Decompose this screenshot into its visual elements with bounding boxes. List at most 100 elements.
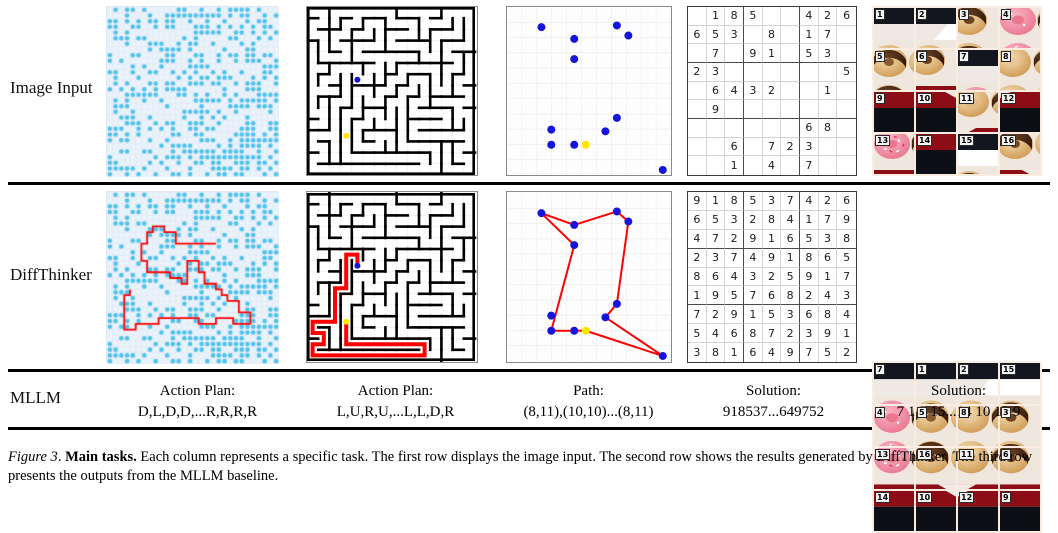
jigsaw-tile-number: 1 — [917, 364, 927, 375]
sudoku-cell — [781, 63, 800, 82]
sudoku-cell: 5 — [744, 7, 763, 26]
sudoku-cell: 6 — [837, 7, 856, 26]
jigsaw-tile-number: 11 — [959, 449, 974, 460]
sudoku-cell: 8 — [725, 192, 744, 211]
sudoku-cell: 5 — [707, 211, 726, 230]
sudoku-cell: 4 — [763, 156, 782, 175]
jigsaw-tile[interactable]: 2 — [916, 8, 956, 48]
sudoku-cell: 7 — [725, 249, 744, 268]
sudoku-cell — [781, 100, 800, 119]
mllm-title-3: Path: — [496, 381, 681, 402]
jigsaw-tile[interactable]: 9 — [874, 92, 914, 132]
row-label-mllm: MLLM — [10, 388, 61, 408]
pixel-grid-input-panel — [106, 6, 278, 176]
jigsaw-tile[interactable]: 11 — [958, 92, 998, 132]
sudoku-cell — [837, 156, 856, 175]
mllm-title-4: Solution: — [686, 381, 861, 402]
sudoku-cell — [781, 44, 800, 63]
sudoku-cell — [837, 26, 856, 45]
sudoku-cell: 5 — [800, 230, 819, 249]
sudoku-cell: 4 — [781, 211, 800, 230]
sudoku-cell: 6 — [707, 82, 726, 101]
mllm-title-1: Action Plan: — [110, 381, 285, 402]
sudoku-cell: 7 — [800, 156, 819, 175]
sudoku-cell: 3 — [688, 343, 707, 362]
sudoku-cell: 8 — [819, 305, 838, 324]
sudoku-cell: 7 — [800, 343, 819, 362]
jigsaw-tile-number: 16 — [1001, 135, 1016, 146]
mllm-value-3: (8,11),(10,10)...(8,11) — [496, 402, 681, 423]
sudoku-cell — [744, 26, 763, 45]
jigsaw-tile-number: 12 — [959, 492, 974, 503]
sudoku-cell: 3 — [800, 138, 819, 157]
sudoku-cell — [744, 100, 763, 119]
sudoku-cell — [763, 119, 782, 138]
jigsaw-tile[interactable]: 4 — [1000, 8, 1040, 48]
jigsaw-tile[interactable]: 7 — [958, 50, 998, 90]
sudoku-cell: 2 — [744, 211, 763, 230]
jigsaw-tile[interactable]: 12 — [958, 491, 998, 532]
sudoku-cell: 4 — [837, 305, 856, 324]
sudoku-cell: 7 — [744, 286, 763, 305]
jigsaw-tile[interactable]: 12 — [1000, 92, 1040, 132]
sudoku-cell: 2 — [763, 268, 782, 287]
sudoku-cell: 5 — [800, 44, 819, 63]
sudoku-cell: 7 — [707, 230, 726, 249]
jigsaw-tile[interactable]: 14 — [916, 134, 956, 174]
sudoku-cell: 8 — [744, 324, 763, 343]
sudoku-cell: 2 — [781, 324, 800, 343]
jigsaw-tile[interactable]: 14 — [874, 491, 914, 532]
jigsaw-tile-number: 8 — [959, 407, 969, 418]
sudoku-cell: 3 — [744, 82, 763, 101]
jigsaw-tile[interactable]: 6 — [916, 50, 956, 90]
jigsaw-tile-number: 15 — [1001, 364, 1016, 375]
sudoku-cell: 9 — [819, 324, 838, 343]
sudoku-cell: 9 — [725, 305, 744, 324]
sudoku-cell: 3 — [837, 286, 856, 305]
jigsaw-tile[interactable]: 1 — [874, 8, 914, 48]
sudoku-cell: 8 — [707, 343, 726, 362]
tsp-input-svg — [507, 7, 671, 175]
jigsaw-tile-number: 13 — [875, 449, 890, 460]
sudoku-cell: 5 — [725, 286, 744, 305]
sudoku-cell: 6 — [725, 324, 744, 343]
sudoku-cell: 7 — [763, 324, 782, 343]
jigsaw-tile[interactable]: 8 — [1000, 50, 1040, 90]
sudoku-cell: 2 — [819, 192, 838, 211]
maze-solution-panel — [306, 191, 478, 363]
sudoku-cell: 1 — [725, 343, 744, 362]
sudoku-cell: 9 — [763, 249, 782, 268]
pixel-grid-solution-panel — [106, 191, 278, 363]
sudoku-cell: 1 — [707, 7, 726, 26]
sudoku-cell: 7 — [763, 138, 782, 157]
jigsaw-tile[interactable]: 13 — [874, 134, 914, 174]
jigsaw-tile[interactable]: 10 — [916, 92, 956, 132]
row-label-image-input: Image Input — [10, 78, 93, 98]
sudoku-cell: 5 — [837, 63, 856, 82]
sudoku-cell: 3 — [800, 324, 819, 343]
mllm-title-2: Action Plan: — [308, 381, 483, 402]
sudoku-cell — [819, 138, 838, 157]
tsp-solution-svg — [507, 192, 671, 362]
jigsaw-tile[interactable]: 5 — [874, 50, 914, 90]
jigsaw-tile[interactable]: 10 — [916, 491, 956, 532]
sudoku-cell — [688, 119, 707, 138]
jigsaw-tile[interactable]: 16 — [1000, 134, 1040, 174]
sudoku-cell: 2 — [707, 305, 726, 324]
maze-input-panel — [306, 6, 478, 176]
sudoku-cell: 8 — [763, 211, 782, 230]
jigsaw-tile[interactable]: 3 — [958, 8, 998, 48]
sudoku-cell: 5 — [781, 268, 800, 287]
sudoku-cell: 3 — [819, 230, 838, 249]
jigsaw-tile[interactable]: 9 — [1000, 491, 1040, 532]
sudoku-cell: 6 — [688, 26, 707, 45]
jigsaw-tile[interactable]: 15 — [958, 134, 998, 174]
jigsaw-tile-number: 10 — [917, 492, 932, 503]
sudoku-cell — [837, 119, 856, 138]
jigsaw-tile-number: 8 — [1001, 51, 1011, 62]
sudoku-cell: 6 — [819, 249, 838, 268]
sudoku-cell: 3 — [763, 192, 782, 211]
sudoku-cell: 8 — [725, 7, 744, 26]
sudoku-cell: 7 — [819, 26, 838, 45]
